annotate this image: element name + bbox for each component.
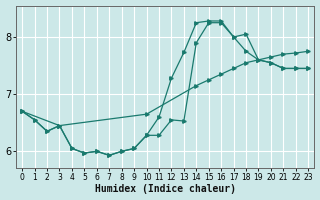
X-axis label: Humidex (Indice chaleur): Humidex (Indice chaleur) [95,184,236,194]
